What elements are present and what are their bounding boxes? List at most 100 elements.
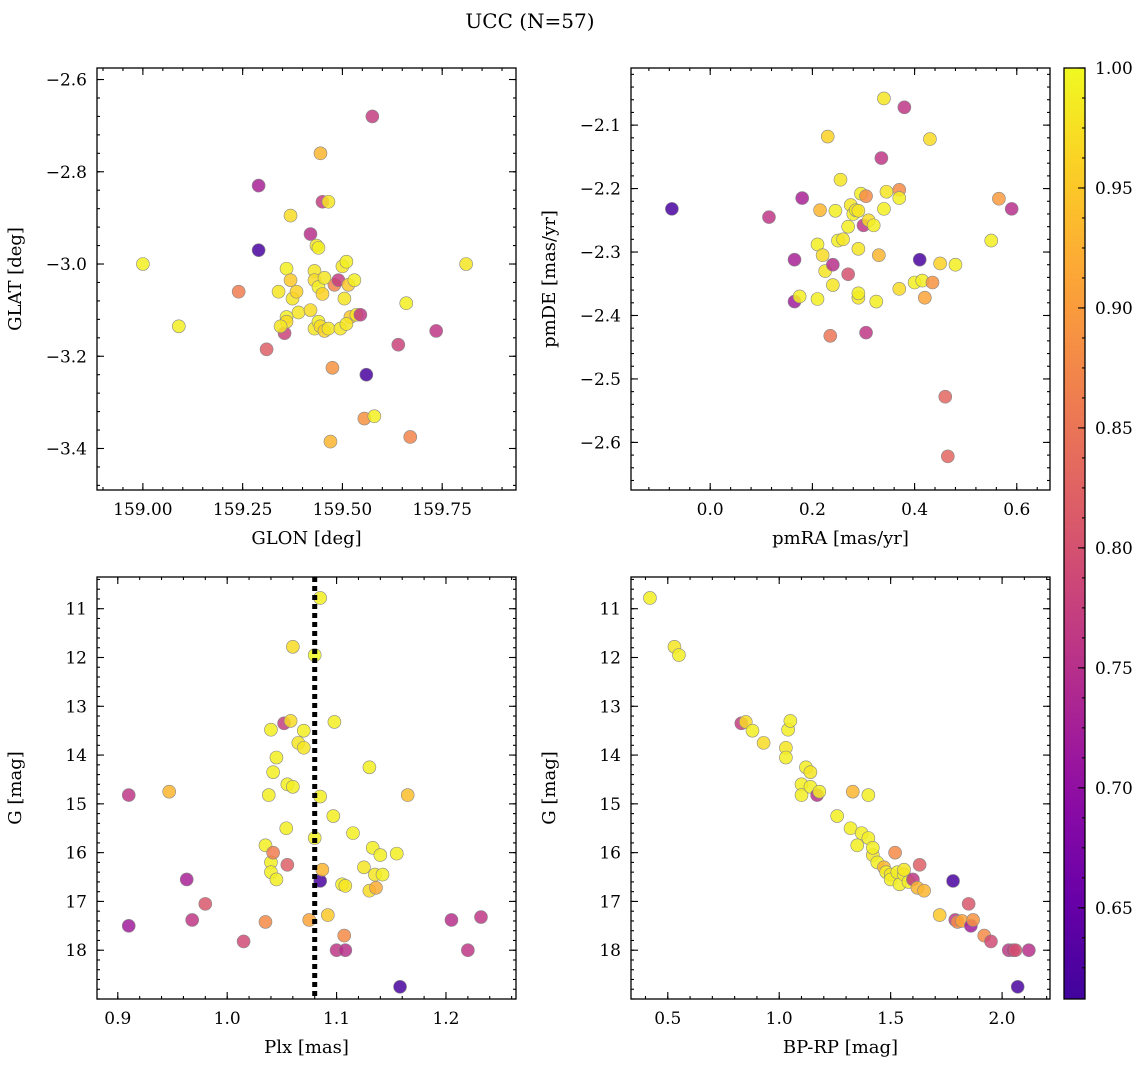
data-point	[828, 203, 843, 218]
data-point	[327, 715, 342, 729]
x-tick-label: 0.9	[104, 1009, 131, 1029]
data-point	[474, 910, 488, 924]
data-point	[938, 389, 953, 404]
data-point	[357, 860, 371, 875]
colorbar-gradient	[1064, 68, 1085, 999]
data-point	[231, 284, 246, 299]
data-point	[850, 838, 865, 853]
data-point	[794, 788, 809, 802]
colorbar: 0.65 0.70 0.75 0.80 0.85 0.90 0.95 1.00	[1063, 59, 1133, 1000]
x-tick-label: 1.5	[877, 1009, 904, 1029]
data-point	[877, 202, 891, 216]
y-axis-label: GLAT [deg]	[5, 227, 26, 331]
data-point	[836, 232, 850, 247]
y-tick-label: 11	[599, 600, 621, 620]
data-point	[311, 241, 326, 255]
y-tick-label: 12	[599, 648, 621, 668]
data-point	[444, 913, 459, 927]
data-point	[923, 132, 937, 146]
data-point	[459, 257, 473, 271]
data-point	[325, 360, 340, 375]
data-point	[338, 879, 353, 893]
y-tick-label: −2.6	[580, 433, 621, 453]
y-tick-label: 11	[65, 600, 87, 620]
data-point	[917, 883, 931, 898]
colorbar-tick-label: 0.85	[1095, 419, 1133, 439]
data-point	[266, 845, 280, 860]
data-point	[323, 434, 338, 449]
data-point	[845, 784, 860, 799]
data-point	[813, 203, 827, 217]
data-point	[353, 307, 368, 322]
data-point	[933, 256, 947, 271]
data-point	[812, 784, 827, 799]
data-point	[326, 809, 341, 823]
data-point	[783, 714, 798, 728]
y-tick-label: −2.5	[580, 370, 621, 390]
panel-pmra-pmde: 0.0 0.2 0.4 0.6 −2.1 −2.2 −2.3 −2.4 −2.5 −2.6 pmRA…	[539, 67, 1051, 549]
data-point	[820, 129, 835, 144]
data-point	[338, 943, 353, 958]
data-point	[961, 897, 976, 911]
data-point	[346, 826, 360, 840]
data-point	[874, 151, 889, 165]
data-point	[236, 934, 251, 949]
colorbar-tick-label: 0.75	[1095, 659, 1133, 679]
data-point	[803, 765, 818, 779]
x-tick-label: 0.6	[1003, 500, 1030, 520]
data-point	[925, 275, 940, 290]
data-point	[851, 203, 866, 218]
data-point	[823, 328, 838, 343]
data-point	[826, 257, 840, 272]
data-point	[1008, 943, 1023, 958]
panel-plx-g: 0.9 1.0 1.1 1.2 11 12 13 14 15 16 17 18 Plx [mas] G […	[5, 576, 517, 1058]
data-point	[369, 880, 383, 895]
data-point	[429, 324, 443, 338]
x-tick-label: 2.0	[989, 1009, 1016, 1029]
data-point	[337, 928, 352, 943]
data-point	[826, 278, 840, 292]
data-point	[291, 305, 306, 320]
data-point	[984, 233, 999, 248]
x-tick-label: 1.1	[323, 1009, 350, 1029]
data-point	[121, 919, 136, 933]
data-point	[897, 100, 912, 115]
data-point	[861, 788, 876, 802]
data-point	[643, 591, 657, 605]
y-tick-label: −2.3	[580, 243, 621, 263]
x-tick-label: 159.25	[213, 500, 272, 520]
x-tick-label: 0.5	[654, 1009, 681, 1029]
data-point	[984, 934, 998, 949]
y-tick-label: 14	[599, 746, 621, 766]
y-tick-label: 18	[599, 941, 621, 961]
y-tick-label: 13	[65, 697, 87, 717]
data-point	[841, 219, 855, 234]
colorbar-tick-label: 0.70	[1095, 779, 1133, 799]
data-point	[877, 91, 891, 106]
x-axis-label: pmRA [mas/yr]	[772, 528, 909, 549]
data-point	[303, 303, 318, 317]
data-point	[321, 908, 335, 922]
data-point	[283, 208, 298, 223]
data-point	[762, 210, 776, 224]
x-tick-label: 159.50	[313, 500, 372, 520]
panel-glon-glat: 159.00 159.25 159.50 159.75 −2.6 −2.8 −3.0 −3.2…	[5, 67, 517, 549]
data-point	[317, 271, 332, 285]
data-point	[400, 788, 415, 802]
data-point	[948, 257, 963, 272]
data-point	[859, 325, 873, 340]
data-point	[966, 913, 980, 927]
y-tick-label: −2.1	[580, 116, 621, 136]
y-tick-label: −2.2	[580, 180, 621, 200]
colorbar-tick-label: 0.95	[1095, 179, 1133, 199]
data-point	[286, 639, 300, 654]
data-point	[393, 980, 407, 994]
data-point	[859, 189, 873, 203]
data-point	[296, 723, 311, 738]
data-point	[121, 788, 136, 802]
data-point	[289, 284, 304, 299]
x-tick-label: 1.0	[766, 1009, 793, 1029]
y-tick-label: 17	[65, 892, 87, 912]
data-point	[810, 292, 825, 306]
